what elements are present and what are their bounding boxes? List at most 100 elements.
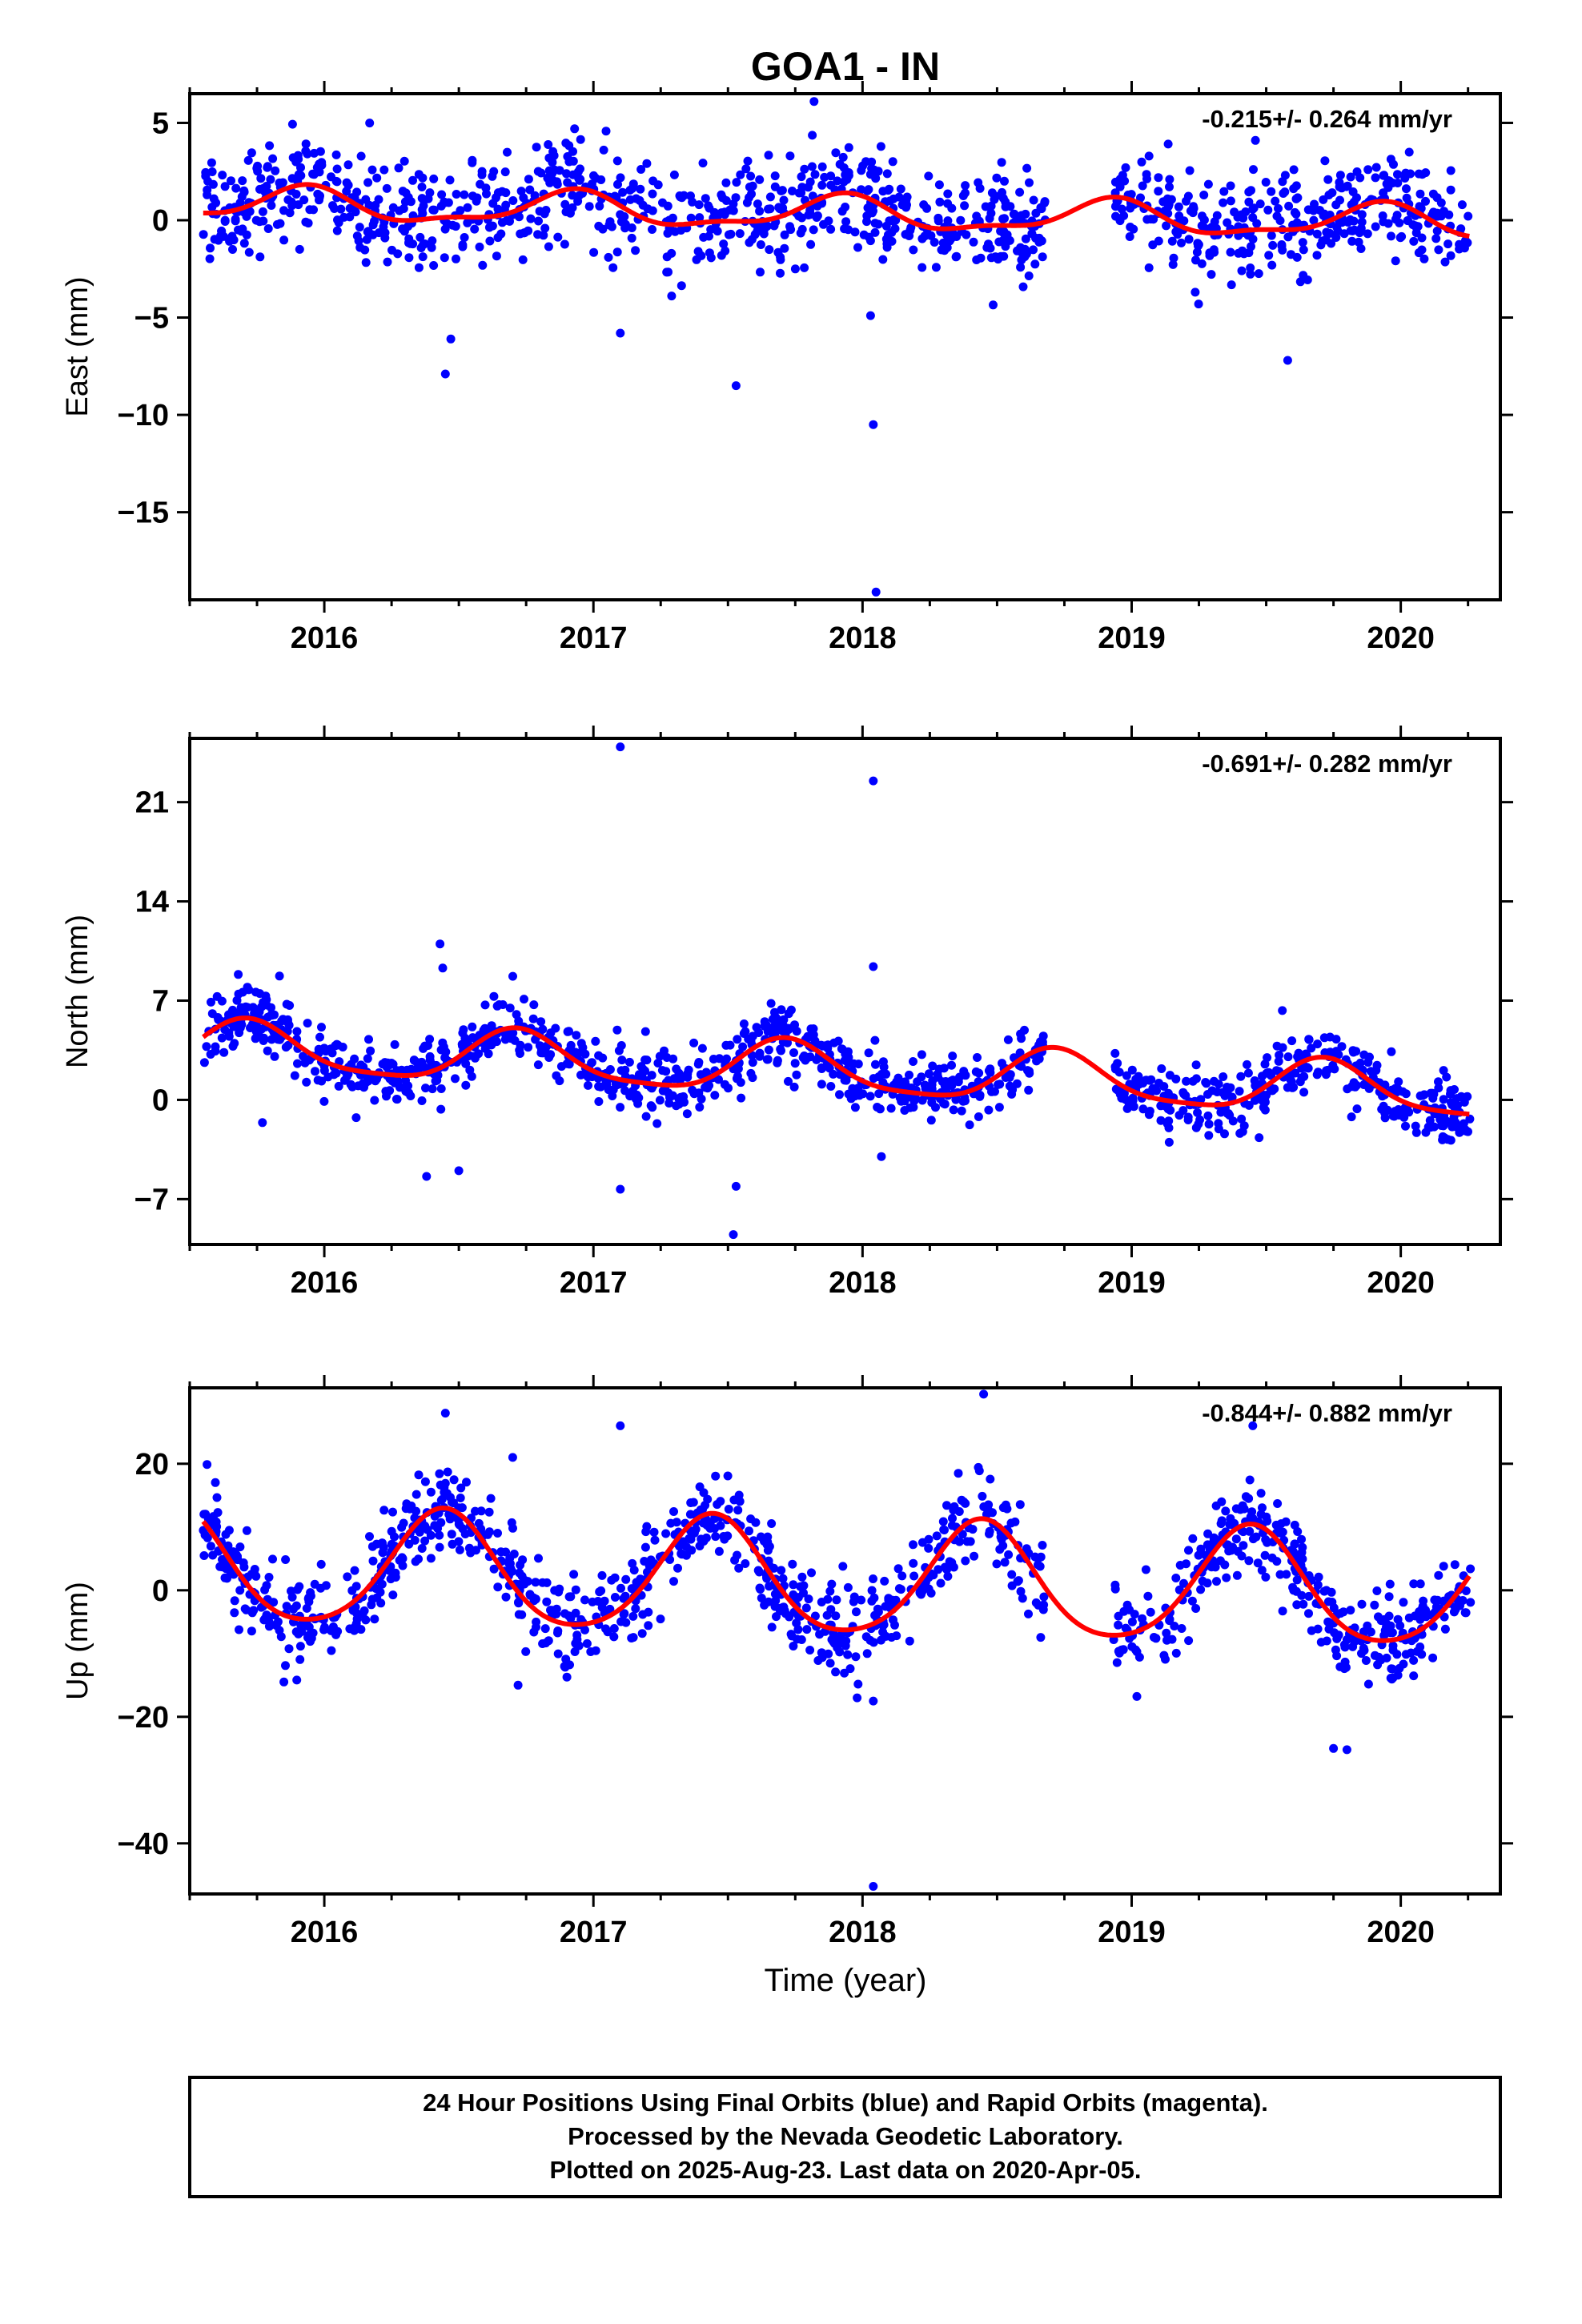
up-point [505, 1567, 515, 1576]
north-point [1201, 1078, 1211, 1087]
up-point [1171, 1648, 1181, 1658]
north-y-tick-label: 14 [135, 886, 169, 919]
up-point [1031, 1598, 1041, 1607]
north-point [292, 1027, 302, 1036]
east-point [1038, 252, 1047, 262]
up-point [542, 1597, 552, 1606]
east-point [873, 219, 883, 229]
east-point [1402, 193, 1411, 203]
up-point [1149, 1633, 1158, 1642]
north-point [251, 987, 260, 997]
east-point [1027, 229, 1037, 239]
north-point [360, 1079, 370, 1088]
north-point [484, 1039, 493, 1047]
up-point [1327, 1598, 1337, 1606]
east-point [1413, 222, 1423, 231]
up-point [769, 1563, 778, 1573]
north-point [1411, 1121, 1420, 1131]
east-point [1439, 207, 1448, 216]
east-point [743, 156, 753, 166]
footer-line-1: 24 Hour Positions Using Final Orbits (bl… [423, 2089, 1268, 2117]
north-point [736, 1078, 745, 1088]
up-point [303, 1622, 313, 1631]
east-point [1431, 234, 1441, 243]
north-point [1425, 1116, 1435, 1125]
up-outlier-point [853, 1693, 862, 1703]
east-point [1171, 227, 1181, 236]
east-point [477, 170, 487, 179]
east-point [201, 167, 211, 177]
up-point [1162, 1635, 1171, 1645]
up-point [1409, 1655, 1419, 1665]
east-point [418, 252, 428, 262]
east-point [850, 227, 860, 237]
east-point [356, 151, 366, 161]
north-point [1450, 1103, 1460, 1112]
up-point [1007, 1570, 1017, 1579]
east-point [1230, 207, 1239, 217]
up-point [1304, 1609, 1313, 1618]
east-point [1371, 222, 1380, 231]
north-point [211, 1042, 220, 1051]
up-point [627, 1584, 636, 1594]
up-point [1412, 1647, 1422, 1656]
east-point [501, 200, 511, 210]
up-point [211, 1517, 221, 1526]
north-point [489, 991, 499, 1001]
north-outlier-point [766, 999, 776, 1008]
up-point [561, 1655, 571, 1664]
east-point [934, 180, 944, 190]
up-point [778, 1574, 788, 1583]
up-point [304, 1630, 314, 1640]
east-point [1443, 239, 1453, 249]
north-point [356, 1060, 366, 1070]
up-point [235, 1542, 245, 1552]
up-point [1244, 1494, 1254, 1503]
east-point [1021, 209, 1030, 219]
up-point [411, 1557, 420, 1566]
up-point [1399, 1598, 1408, 1607]
east-point [287, 119, 297, 129]
north-point [647, 1071, 656, 1080]
up-point [849, 1597, 858, 1606]
east-point [1154, 187, 1163, 196]
east-point [493, 188, 503, 198]
east-point [1310, 199, 1319, 209]
up-point [1119, 1606, 1129, 1616]
up-point [1227, 1546, 1236, 1555]
up-point [1339, 1607, 1348, 1617]
east-point [1352, 167, 1362, 176]
east-point [862, 186, 872, 195]
up-point [1299, 1599, 1308, 1609]
up-point [1323, 1617, 1333, 1626]
north-x-tick-label: 2017 [560, 1266, 628, 1300]
north-point [789, 1048, 798, 1057]
up-point [815, 1630, 825, 1639]
east-point [332, 226, 342, 235]
up-outlier-point [869, 1882, 878, 1891]
east-point [986, 253, 996, 263]
north-point [835, 1090, 844, 1100]
east-point [1254, 269, 1263, 279]
north-point [689, 1038, 699, 1047]
up-point [509, 1550, 519, 1558]
up-model-curve [201, 1505, 1472, 1643]
east-point [1274, 203, 1283, 213]
up-x-tick-label: 2020 [1367, 1916, 1435, 1949]
north-point [1127, 1065, 1137, 1075]
north-point [1212, 1088, 1222, 1096]
north-point [790, 1059, 800, 1068]
up-point [564, 1611, 573, 1621]
north-point [617, 1055, 627, 1065]
north-point [1237, 1114, 1247, 1124]
up-point [291, 1627, 301, 1637]
east-point [540, 209, 549, 219]
north-point [934, 1072, 943, 1082]
east-point [505, 216, 514, 226]
east-outlier-point [865, 311, 875, 320]
up-point [1233, 1546, 1243, 1556]
north-point [461, 1080, 471, 1090]
north-point [891, 1080, 901, 1090]
up-point [597, 1570, 607, 1580]
east-point [859, 230, 869, 239]
